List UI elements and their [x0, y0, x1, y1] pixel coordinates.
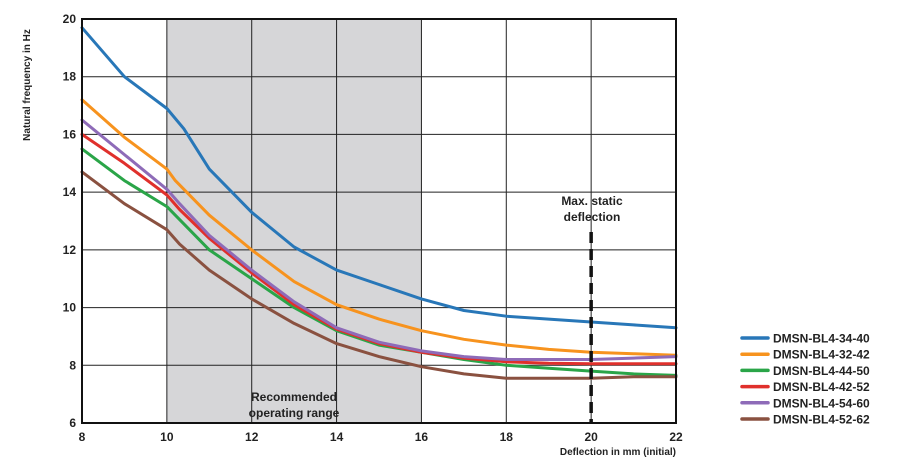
y-tick-label: 14 — [63, 185, 77, 199]
x-tick-label: 18 — [500, 430, 514, 444]
max-static-deflection-label-line2: deflection — [564, 210, 621, 224]
x-tick-label: 20 — [584, 430, 598, 444]
operating-range-label-line1: Recommended — [251, 390, 337, 404]
x-tick-label: 16 — [415, 430, 429, 444]
x-tick-label: 12 — [245, 430, 259, 444]
y-tick-label: 12 — [63, 243, 77, 257]
y-axis-label: Natural frequency in Hz — [22, 29, 33, 141]
y-tick-label: 8 — [69, 358, 76, 372]
legend-entry: DMSN-BL4-32-42 — [773, 348, 870, 362]
y-tick-label: 6 — [69, 416, 76, 430]
legend-entry: DMSN-BL4-54-60 — [773, 396, 870, 410]
series-line-dmsn-bl4-52-62 — [80, 170, 678, 380]
x-tick-label: 10 — [160, 430, 174, 444]
legend: DMSN-BL4-34-40 DMSN-BL4-32-42 DMSN-BL4-44-… — [740, 332, 870, 427]
y-tick-label: 10 — [63, 301, 77, 315]
recommended-range-region — [166, 19, 422, 423]
x-tick-label: 22 — [669, 430, 683, 444]
operating-range-label-line2: operating range — [249, 406, 340, 420]
x-tick-label: 8 — [79, 430, 86, 444]
series-line-dmsn-bl4-34-40 — [80, 26, 678, 330]
x-tick-label: 14 — [330, 430, 344, 444]
y-tick-label: 18 — [63, 70, 77, 84]
y-tick-label: 20 — [63, 12, 77, 26]
max-static-deflection-label-line1: Max. static — [561, 194, 623, 208]
plot-frame — [81, 18, 677, 424]
x-axis-label: Deflection in mm (initial) — [560, 447, 676, 458]
series-line-dmsn-bl4-32-42 — [80, 98, 678, 357]
series-line-dmsn-bl4-54-60 — [80, 118, 678, 361]
legend-entry: DMSN-BL4-44-50 — [773, 364, 870, 378]
legend-entry: DMSN-BL4-34-40 — [773, 332, 870, 346]
legend-entry: DMSN-BL4-52-62 — [773, 413, 870, 427]
legend-entry: DMSN-BL4-42-52 — [773, 380, 870, 394]
y-tick-label: 16 — [63, 127, 77, 141]
